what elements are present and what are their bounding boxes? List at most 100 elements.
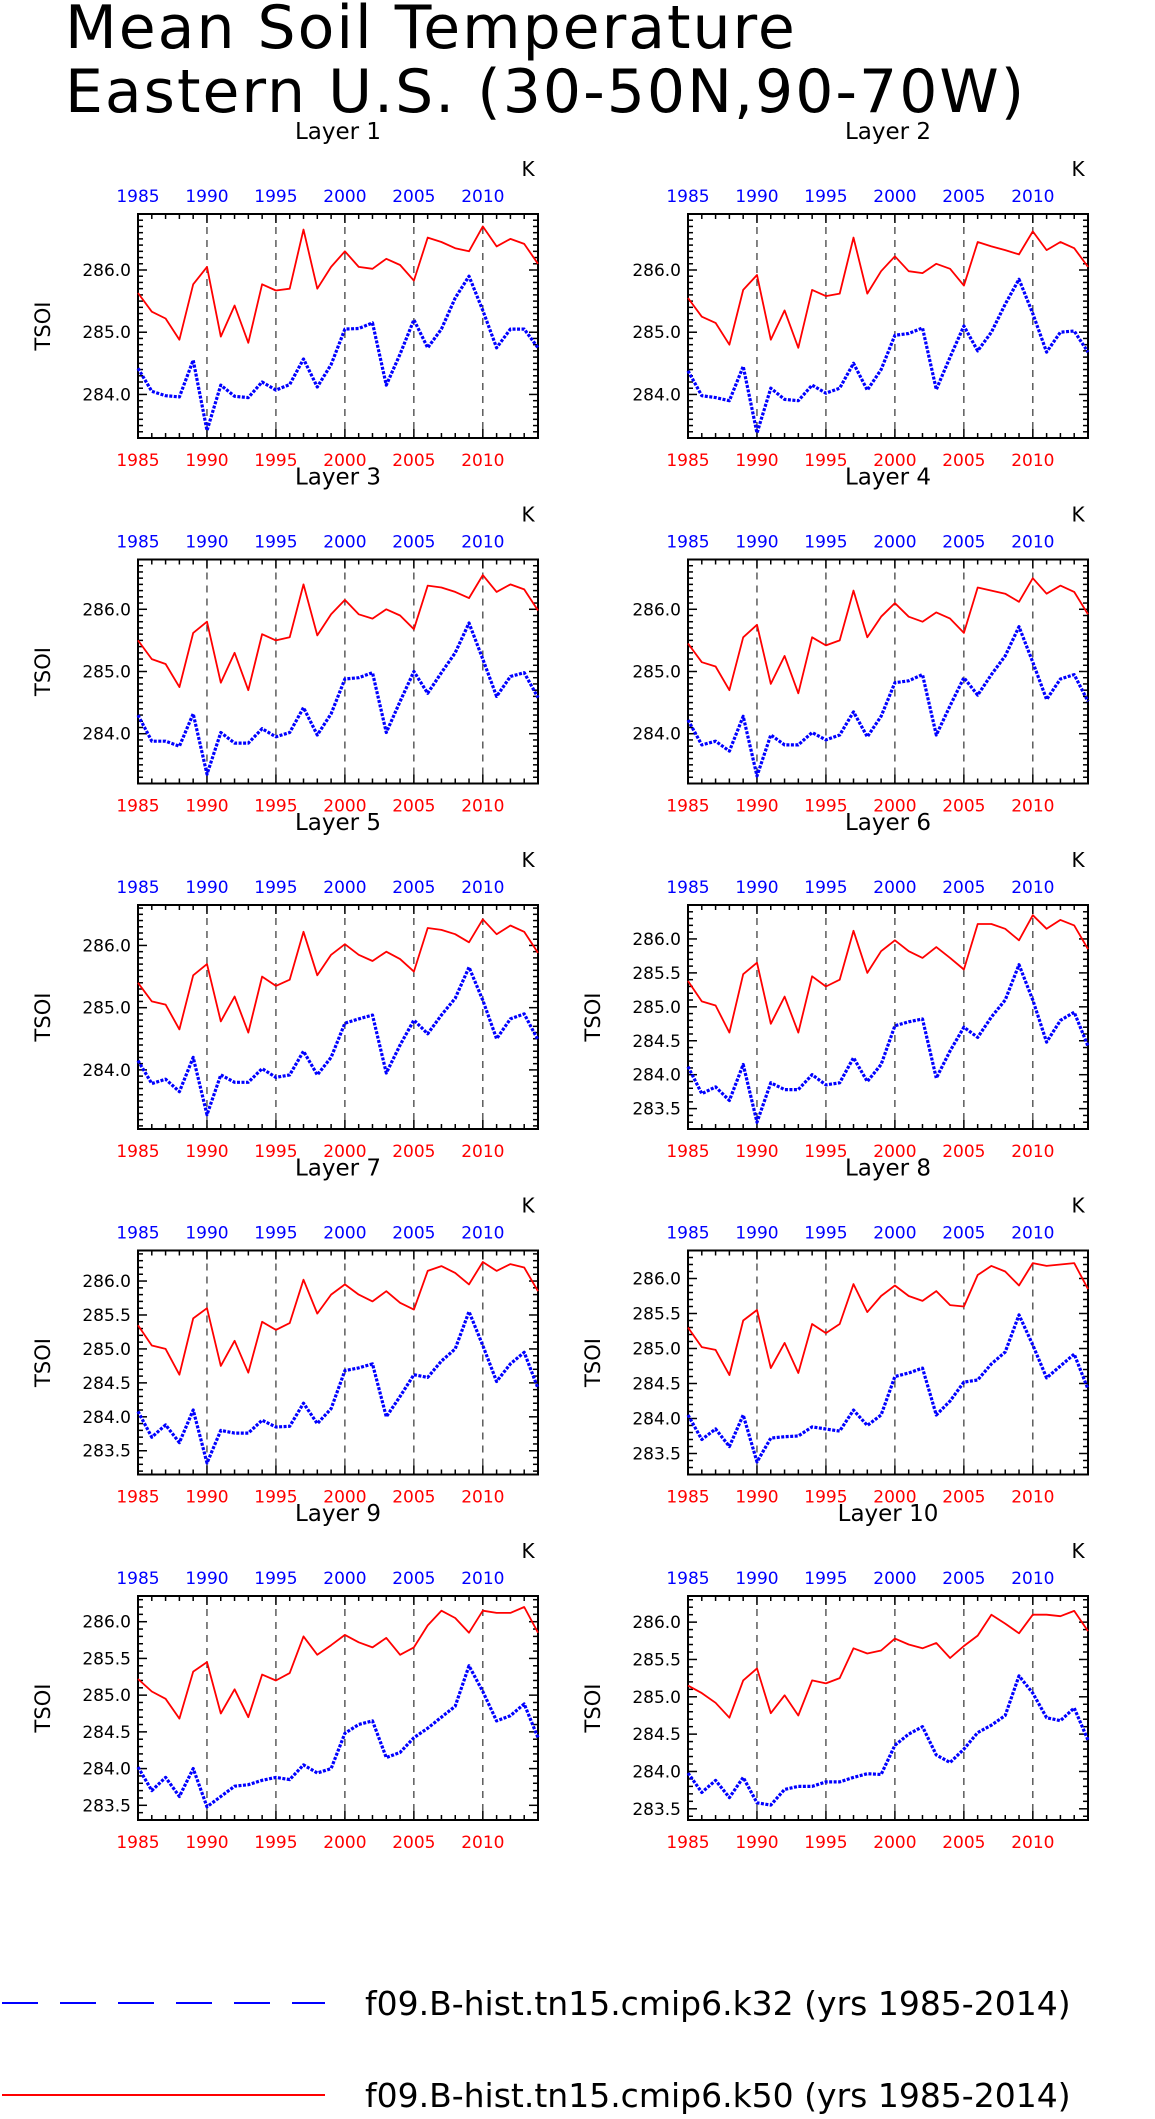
series-line-k32	[136, 965, 540, 1117]
x-tick-label-bottom: 2005	[392, 797, 435, 817]
x-tick-label-bottom: 1985	[116, 797, 159, 817]
panel-3: Layer 3 K TSOI 1985 1985 1990 1990 1995 1995 2000…	[31, 465, 540, 817]
figure-title-line-2: Eastern U.S. (30-50N,90-70W)	[65, 57, 1026, 127]
x-tick-label-top: 2000	[873, 1569, 916, 1589]
panels-group: Layer 1 K TSOI 1985 1985 1990 1990 1995 1995 2000…	[31, 119, 1090, 1853]
x-tick-label-bottom: 2000	[323, 1142, 366, 1162]
y-tick-label: 286.0	[82, 936, 131, 956]
x-tick-label-top: 1995	[254, 1224, 297, 1244]
plot-frame	[687, 558, 1089, 785]
y-tick-label: 285.5	[82, 1649, 131, 1669]
y-tick-label: 283.5	[632, 1445, 681, 1465]
y-tick-label: 285.5	[632, 964, 681, 984]
y-tick-label: 284.0	[632, 725, 681, 745]
x-tick-label-top: 2005	[942, 533, 985, 553]
x-tick-label-bottom: 1990	[735, 1142, 778, 1162]
x-tick-label-bottom: 1990	[185, 1833, 228, 1853]
y-tick-label: 284.0	[632, 1066, 681, 1086]
x-tick-label-bottom: 2010	[1011, 1488, 1054, 1508]
units-label: K	[521, 1539, 535, 1563]
x-tick-label-bottom: 1995	[804, 1488, 847, 1508]
x-tick-label-top: 2000	[323, 187, 366, 207]
x-tick-label-top: 1995	[804, 533, 847, 553]
x-tick-label-top: 1995	[254, 533, 297, 553]
panel-title: Layer 9	[295, 1501, 381, 1527]
y-tick-label: 285.0	[632, 323, 681, 343]
units-label: K	[521, 157, 535, 181]
x-tick-label-top: 1985	[116, 533, 159, 553]
x-tick-label-bottom: 1990	[185, 797, 228, 817]
panel-title: Layer 8	[845, 1156, 931, 1182]
x-tick-label-bottom: 2005	[392, 451, 435, 471]
y-tick-label: 286.0	[82, 261, 131, 281]
plot-frame	[137, 1595, 539, 1821]
x-tick-label-bottom: 1990	[185, 1142, 228, 1162]
x-tick-label-top: 1990	[185, 1224, 228, 1244]
x-tick-label-bottom: 2010	[461, 797, 504, 817]
y-tick-label: 284.0	[82, 1408, 131, 1428]
panel-title: Layer 3	[295, 465, 381, 491]
x-tick-label-top: 2000	[873, 878, 916, 898]
plot-frame	[137, 558, 539, 785]
x-tick-label-bottom: 1985	[116, 451, 159, 471]
x-tick-label-top: 2010	[1011, 1569, 1054, 1589]
x-tick-label-bottom: 2000	[323, 1488, 366, 1508]
x-tick-label-top: 2010	[1011, 1224, 1054, 1244]
x-tick-label-top: 2000	[323, 533, 366, 553]
x-tick-label-top: 2005	[942, 187, 985, 207]
units-label: K	[1071, 503, 1085, 527]
x-tick-label-bottom: 2010	[461, 1833, 504, 1853]
x-tick-label-bottom: 1990	[185, 1488, 228, 1508]
y-tick-label: 285.5	[632, 1650, 681, 1670]
y-tick-label: 285.0	[632, 1340, 681, 1360]
panel-title: Layer 4	[845, 465, 931, 491]
x-tick-label-top: 1985	[666, 1224, 709, 1244]
x-tick-label-top: 1995	[804, 1224, 847, 1244]
series-line-k32	[136, 1664, 540, 1809]
panel-9: Layer 9 K TSOI 1985 1985 1990 1990 1995 1995 2000…	[31, 1501, 540, 1853]
x-tick-label-bottom: 2000	[873, 797, 916, 817]
y-tick-label: 284.0	[82, 725, 131, 745]
series-line-k50	[137, 574, 539, 692]
x-tick-label-top: 1995	[804, 878, 847, 898]
panel-4: Layer 4 K 1985 1985 1990 1990 1995 1995 2000 2000…	[632, 465, 1090, 817]
x-tick-label-bottom: 2000	[873, 1833, 916, 1853]
panel-title: Layer 1	[295, 119, 381, 145]
y-tick-label: 284.0	[632, 385, 681, 405]
y-axis-label: TSOI	[31, 647, 55, 697]
x-tick-label-top: 1985	[116, 1224, 159, 1244]
x-tick-label-bottom: 1985	[116, 1142, 159, 1162]
units-label: K	[1071, 1539, 1085, 1563]
series-line-k32	[686, 963, 1090, 1124]
x-tick-label-bottom: 2000	[873, 451, 916, 471]
x-tick-label-bottom: 2005	[392, 1142, 435, 1162]
y-axis-label: TSOI	[31, 1684, 55, 1734]
x-tick-label-bottom: 2010	[1011, 451, 1054, 471]
series-line-k32	[686, 1674, 1090, 1807]
y-tick-label: 285.0	[82, 1686, 131, 1706]
x-tick-label-bottom: 1995	[804, 797, 847, 817]
y-tick-label: 284.5	[82, 1374, 131, 1394]
y-tick-label: 283.5	[82, 1442, 131, 1462]
x-tick-label-top: 1990	[735, 187, 778, 207]
y-tick-label: 285.0	[632, 998, 681, 1018]
x-tick-label-top: 1990	[185, 878, 228, 898]
x-tick-label-top: 2010	[461, 533, 504, 553]
x-tick-label-bottom: 2005	[392, 1833, 435, 1853]
x-tick-label-top: 2005	[392, 187, 435, 207]
x-tick-label-bottom: 1990	[735, 797, 778, 817]
x-tick-label-bottom: 2005	[942, 451, 985, 471]
x-tick-label-bottom: 2005	[942, 797, 985, 817]
x-tick-label-top: 1985	[666, 1569, 709, 1589]
units-label: K	[521, 1194, 535, 1218]
x-tick-label-bottom: 1990	[735, 1488, 778, 1508]
x-tick-label-bottom: 2010	[461, 1142, 504, 1162]
plot-frame	[137, 213, 539, 439]
y-tick-label: 285.5	[82, 1306, 131, 1326]
x-tick-label-bottom: 1985	[666, 1488, 709, 1508]
y-tick-label: 283.5	[632, 1800, 681, 1820]
series-line-k50	[687, 577, 1089, 695]
series-line-k50	[687, 1610, 1089, 1719]
y-tick-label: 283.5	[82, 1796, 131, 1816]
